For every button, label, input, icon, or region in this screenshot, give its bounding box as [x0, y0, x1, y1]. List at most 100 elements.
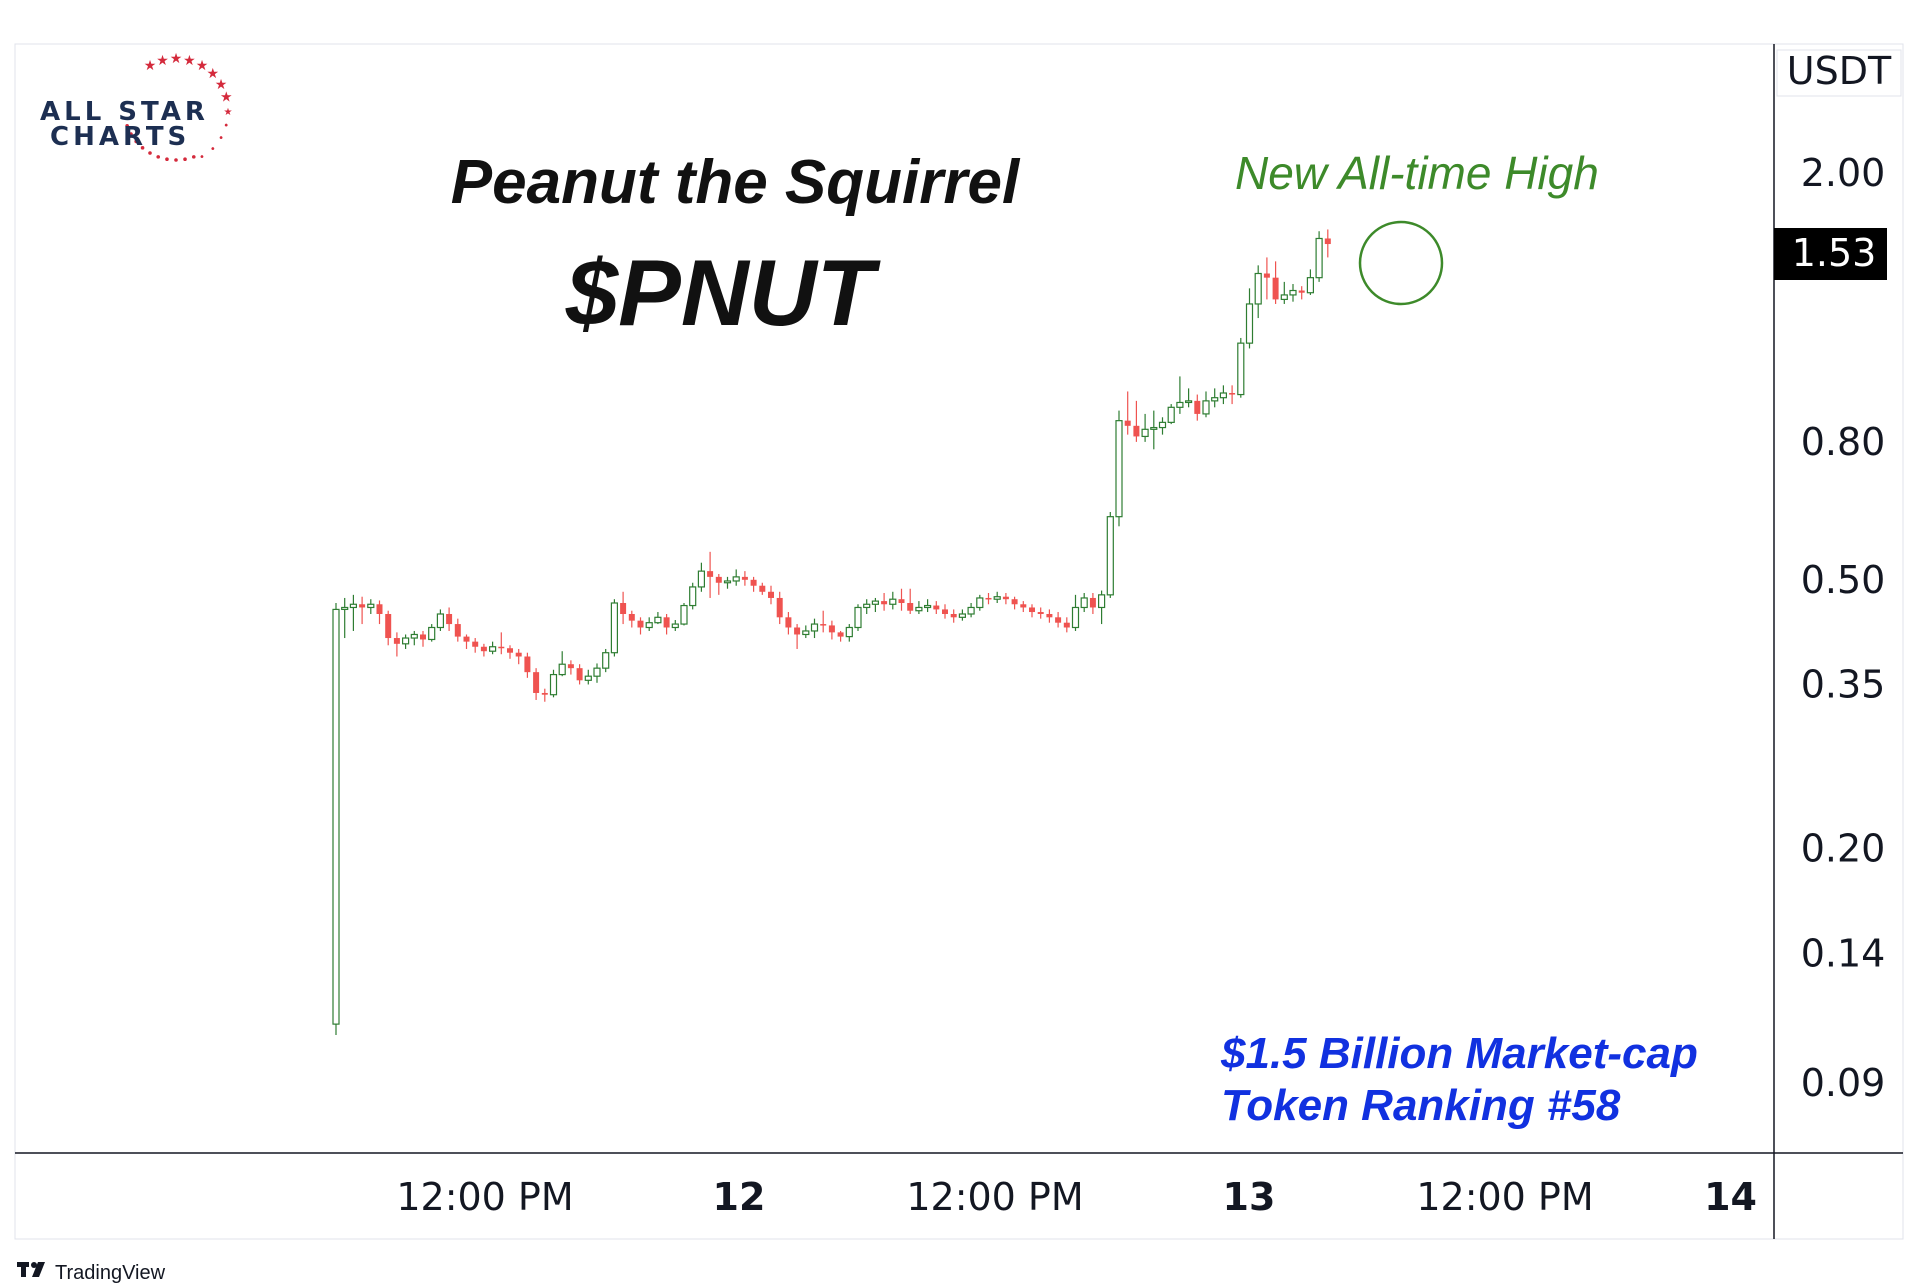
candle	[628, 610, 635, 628]
candle	[402, 634, 410, 649]
candle	[472, 638, 479, 653]
currency-label: USDT	[1787, 49, 1892, 93]
candle	[881, 593, 888, 611]
candle	[854, 604, 862, 631]
y-tick-label: 0.35	[1801, 662, 1886, 706]
candle	[802, 625, 810, 639]
star-dot	[140, 146, 145, 150]
candle	[1080, 593, 1088, 613]
candle	[584, 669, 592, 685]
candle	[1115, 410, 1123, 527]
candle	[723, 576, 732, 589]
candle	[845, 624, 853, 642]
candle	[420, 630, 426, 647]
star-icon-arc: ★ ★ ★ ★ ★★★★★••••	[125, 51, 233, 163]
candle	[697, 562, 706, 592]
candle	[768, 585, 774, 605]
candle	[993, 591, 1001, 603]
star-dot	[174, 158, 178, 162]
candle	[785, 612, 792, 635]
star-dot	[183, 157, 187, 162]
candle	[332, 602, 340, 1035]
candle	[689, 582, 697, 610]
candle	[341, 597, 349, 639]
tradingview-brand: TradingView	[55, 1262, 166, 1284]
candle	[1211, 388, 1219, 408]
candle	[1298, 286, 1305, 300]
candle	[950, 609, 957, 623]
star-icon: •	[210, 144, 216, 155]
candle	[489, 641, 497, 655]
candle	[1002, 593, 1009, 605]
candle	[1037, 607, 1044, 619]
candlestick-series	[332, 229, 1331, 1035]
candle	[1063, 617, 1070, 633]
star-icon: •	[218, 133, 224, 144]
tradingview-logo-icon	[17, 1262, 45, 1277]
y-tick-label: 0.50	[1801, 558, 1886, 602]
candle	[367, 599, 375, 614]
candle	[976, 594, 984, 611]
ranking-annotation: Token Ranking #58	[1221, 1081, 1621, 1130]
candle	[1280, 281, 1288, 304]
chart-subtitle: $PNUT	[565, 240, 882, 345]
star-icon: ★	[220, 90, 233, 106]
candle	[958, 609, 967, 621]
candle	[810, 618, 819, 639]
candle	[1150, 410, 1158, 450]
candle	[602, 648, 610, 673]
candle	[1254, 265, 1262, 319]
chart-border	[14, 43, 1904, 1240]
candle	[593, 663, 601, 683]
candle	[1089, 593, 1096, 614]
candle	[1202, 391, 1210, 418]
star-icon: ★	[196, 58, 209, 74]
candle	[1229, 385, 1236, 405]
candle	[385, 610, 392, 646]
candle	[923, 599, 932, 613]
candle	[1237, 337, 1245, 398]
candle	[359, 596, 366, 625]
x-tick-label: 12	[713, 1175, 766, 1219]
logo-line2: CHARTS	[50, 122, 190, 152]
candle	[837, 630, 844, 642]
star-icon: ★	[144, 58, 157, 74]
candle	[1245, 288, 1254, 349]
candle	[1055, 612, 1062, 628]
star-icon: •	[223, 120, 229, 131]
x-tick-label: 13	[1223, 1175, 1276, 1219]
star-icon: ★	[156, 53, 169, 69]
candle	[558, 651, 566, 677]
candle	[1124, 391, 1131, 435]
candle	[898, 588, 905, 611]
star-icon: ★	[224, 107, 233, 118]
candle	[576, 664, 583, 685]
candle	[741, 571, 748, 586]
candle	[524, 652, 531, 678]
candle	[567, 660, 574, 675]
candle	[1071, 594, 1080, 631]
last-price-badge	[1774, 228, 1887, 280]
candle	[610, 599, 619, 657]
candle	[454, 618, 461, 642]
y-tick-label: 0.14	[1801, 931, 1886, 975]
x-tick-label: 14	[1704, 1175, 1757, 1219]
logo-line1: ALL STAR	[40, 97, 209, 127]
candle	[1324, 229, 1331, 258]
candle	[376, 600, 383, 625]
candle	[1020, 601, 1027, 613]
candle	[759, 582, 766, 595]
candle	[410, 630, 418, 646]
candle	[463, 634, 470, 649]
last-price-label: 1.53	[1792, 231, 1877, 275]
y-tick-label: 0.09	[1801, 1061, 1886, 1105]
candle	[889, 591, 897, 610]
candle	[671, 619, 679, 631]
candle	[1272, 261, 1279, 304]
candle	[428, 624, 436, 642]
tradingview-footer: TradingView	[17, 1262, 166, 1284]
x-tick-label: 12:00 PM	[396, 1175, 573, 1219]
candle	[1011, 596, 1018, 610]
star-icon: ★	[215, 77, 228, 93]
